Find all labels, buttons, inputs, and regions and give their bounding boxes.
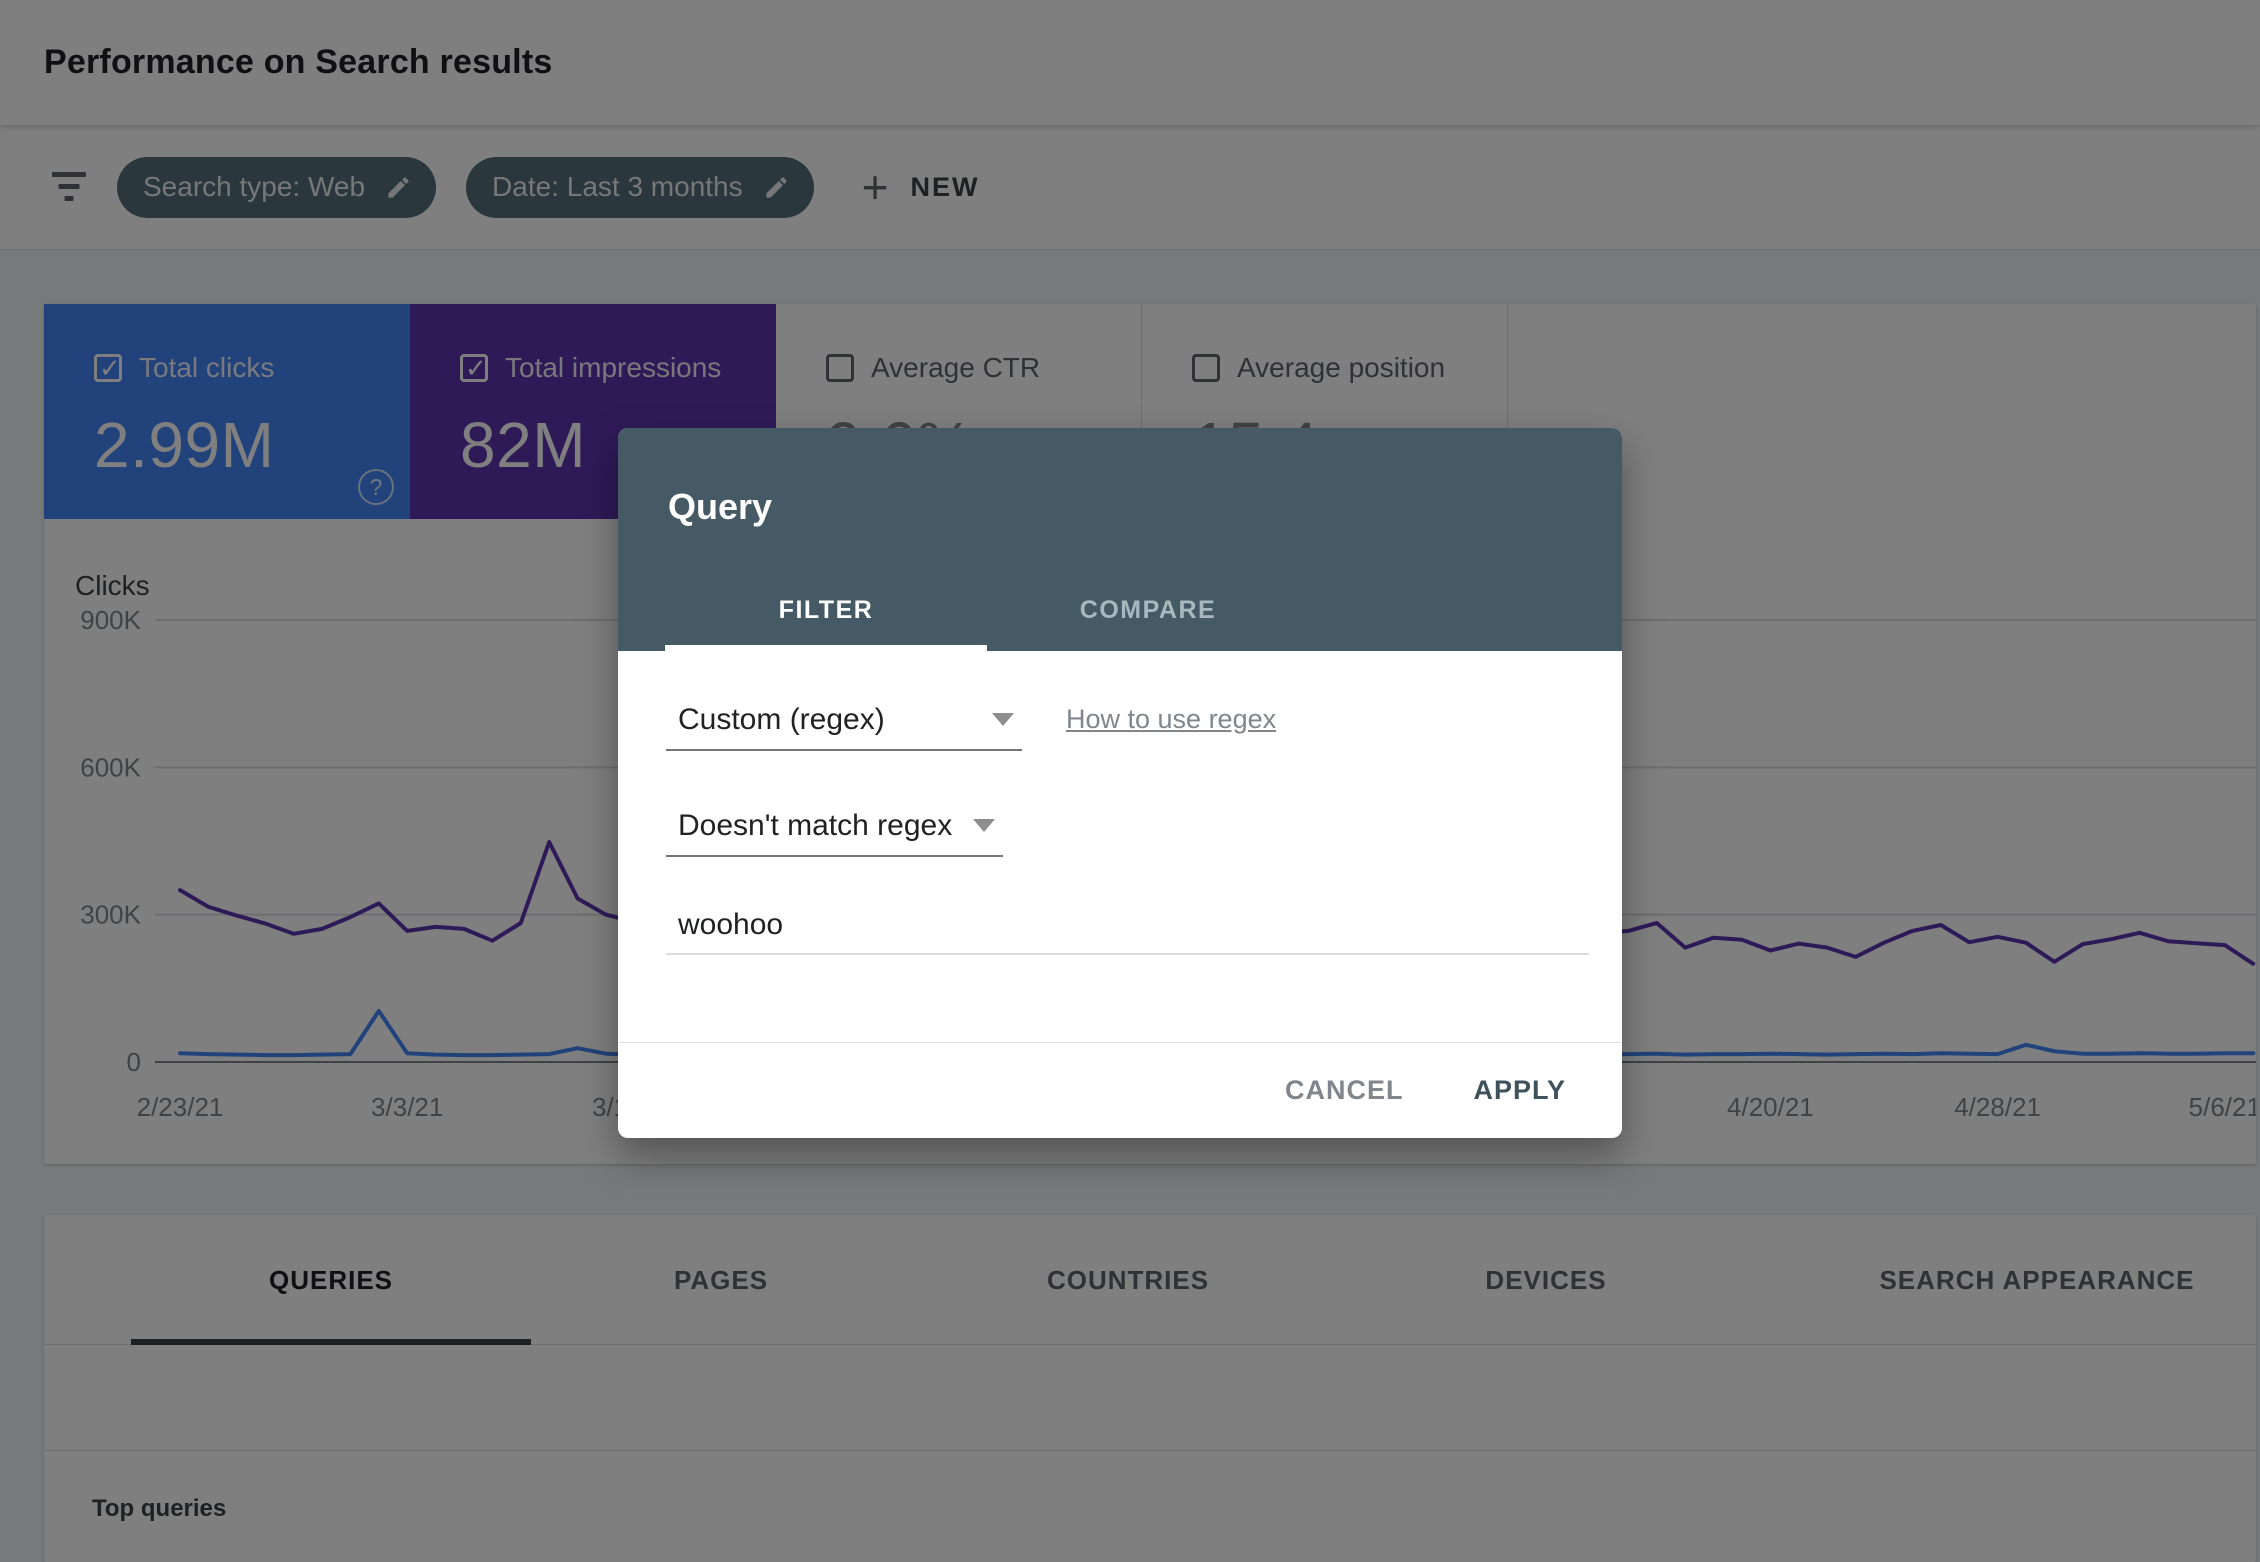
match-mode-select[interactable]: Doesn't match regex	[666, 796, 1003, 857]
dialog-title: Query	[668, 486, 773, 527]
dialog-header: Query FILTER COMPARE	[618, 428, 1622, 651]
cancel-button[interactable]: CANCEL	[1284, 1075, 1404, 1105]
dropdown-arrow-icon	[973, 819, 995, 832]
active-tab-underline	[665, 645, 987, 651]
dialog-tab-compare[interactable]: COMPARE	[1079, 596, 1217, 624]
query-filter-dialog: Query FILTER COMPARE Custom (regex) How …	[618, 428, 1622, 1138]
dropdown-arrow-icon	[992, 713, 1014, 726]
match-mode-value: Doesn't match regex	[678, 808, 953, 842]
filter-type-value: Custom (regex)	[678, 702, 885, 736]
apply-button[interactable]: APPLY	[1473, 1075, 1566, 1105]
filter-type-select[interactable]: Custom (regex)	[666, 690, 1022, 751]
dialog-tab-filter[interactable]: FILTER	[778, 596, 874, 624]
regex-help-link[interactable]: How to use regex	[1066, 704, 1277, 734]
dialog-footer: CANCEL APPLY	[618, 1042, 1622, 1138]
regex-value-input[interactable]	[666, 896, 1589, 955]
